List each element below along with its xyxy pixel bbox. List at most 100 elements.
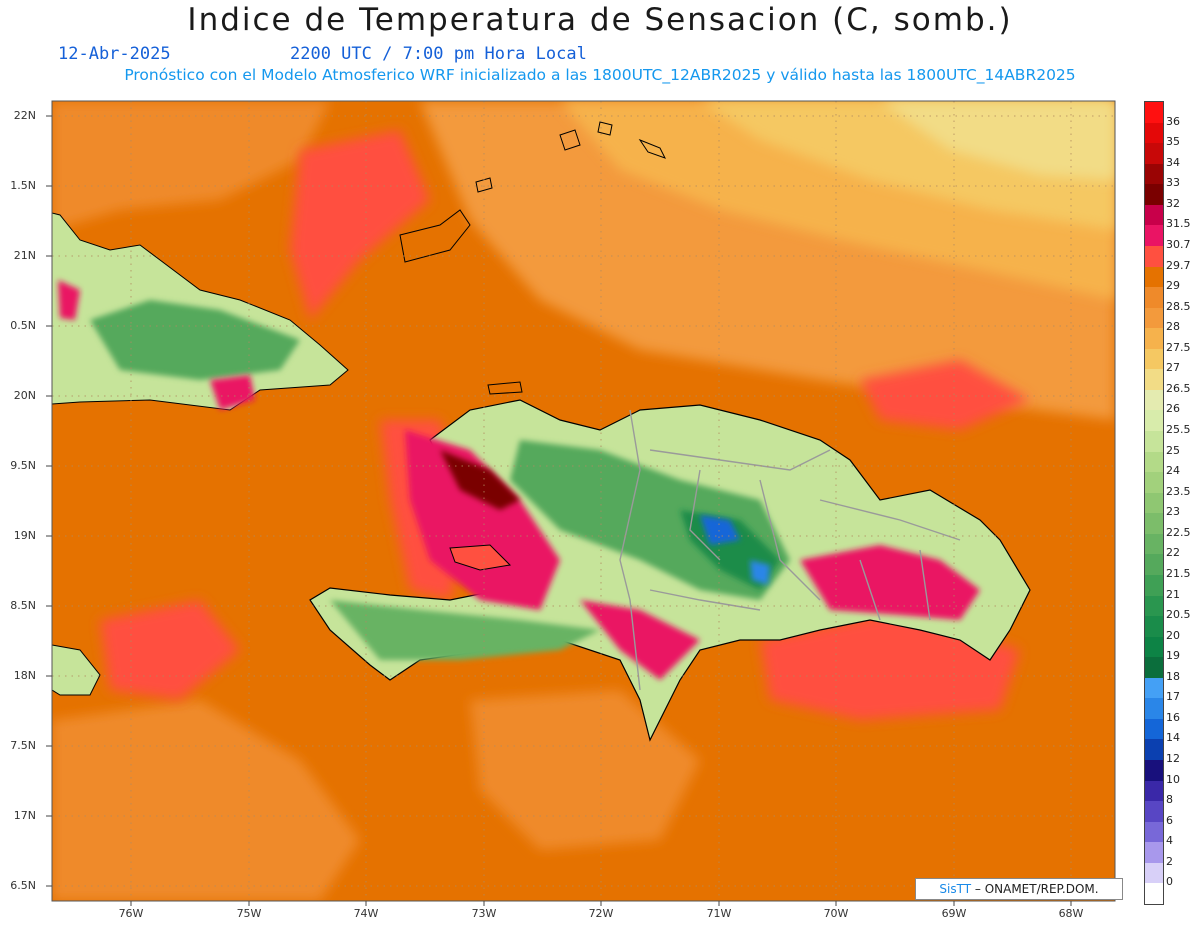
map-border xyxy=(51,100,1116,902)
legend-label: 12 xyxy=(1166,752,1180,766)
legend-swatch xyxy=(1145,431,1163,453)
forecast-date: 12-Abr-2025 xyxy=(58,44,171,64)
hispaniola-hot-s xyxy=(580,600,700,680)
legend-label: 30.7 xyxy=(1166,237,1191,251)
legend-swatch xyxy=(1145,821,1163,843)
legend-swatch xyxy=(1145,369,1163,391)
lon-label: 75W xyxy=(236,907,262,920)
legend-label: 20.5 xyxy=(1166,608,1191,622)
legend-swatch xyxy=(1145,410,1163,432)
legend-swatch xyxy=(1145,122,1163,144)
legend-label: 27 xyxy=(1166,361,1180,375)
legend-label: 23.5 xyxy=(1166,484,1191,498)
legend-label: 25.5 xyxy=(1166,423,1191,437)
lat-label: 18N xyxy=(13,669,36,682)
cool-water-nw xyxy=(52,101,330,230)
legend-label: 14 xyxy=(1166,731,1180,745)
lon-label: 69W xyxy=(941,907,967,920)
legend-label: 29.7 xyxy=(1166,258,1191,272)
warm-plume-5 xyxy=(860,360,1030,430)
map-field xyxy=(52,101,1115,901)
legend-swatch xyxy=(1145,842,1163,864)
legend-label: 36 xyxy=(1166,114,1180,128)
lon-label: 70W xyxy=(823,907,849,920)
legend-swatch xyxy=(1145,163,1163,185)
legend-swatch xyxy=(1145,595,1163,617)
legend-swatch xyxy=(1145,287,1163,309)
warm-plume-1 xyxy=(290,130,430,320)
lat-label: 0.5N xyxy=(10,319,36,332)
hispaniola-blue-2 xyxy=(750,560,770,585)
lon-label: 72W xyxy=(588,907,614,920)
haiti-peninsula-green xyxy=(330,600,600,660)
legend-swatch xyxy=(1145,348,1163,370)
model-info: Pronóstico con el Modelo Atmosferico WRF… xyxy=(124,66,1076,84)
forecast-time: 2200 UTC / 7:00 pm Hora Local xyxy=(290,44,587,64)
legend-label: 35 xyxy=(1166,135,1180,149)
province-borders xyxy=(619,409,961,691)
legend-swatch xyxy=(1145,184,1163,206)
lat-label: 22N xyxy=(13,109,36,122)
cool-water-s2 xyxy=(470,690,700,850)
legend-label: 27.5 xyxy=(1166,340,1191,354)
bahamas-1 xyxy=(399,209,471,263)
page-title: Indice de Temperatura de Sensacion (C, s… xyxy=(187,2,1013,38)
legend-swatch xyxy=(1145,760,1163,782)
legend-label: 20 xyxy=(1166,628,1180,642)
legend-swatch xyxy=(1145,102,1163,124)
legend-swatch xyxy=(1145,739,1163,761)
legend-label: 22 xyxy=(1166,546,1180,560)
legend-swatch xyxy=(1145,718,1163,740)
lon-label: 76W xyxy=(118,907,144,920)
legend-swatch xyxy=(1145,307,1163,329)
bahamas-2 xyxy=(597,121,613,136)
hispaniola-hot-e xyxy=(800,545,980,620)
legend-label: 2 xyxy=(1166,854,1173,868)
lon-label: 68W xyxy=(1058,907,1084,920)
legend-swatch xyxy=(1145,225,1163,247)
legend-label: 22.5 xyxy=(1166,525,1191,539)
legend-label: 6 xyxy=(1166,813,1173,827)
legend-swatch xyxy=(1145,636,1163,658)
legend-swatch xyxy=(1145,472,1163,494)
legend-label: 26.5 xyxy=(1166,381,1191,395)
legend-swatch xyxy=(1145,513,1163,535)
gonave-island xyxy=(449,544,512,571)
legend-label: 28.5 xyxy=(1166,299,1191,313)
lon-label: 71W xyxy=(706,907,732,920)
lat-label: 7.5N xyxy=(10,739,36,752)
credit-box: SisTT – ONAMET/REP.DOM. xyxy=(915,878,1123,900)
legend-swatch-blank xyxy=(1145,883,1163,904)
cool-water-ne-4 xyxy=(880,101,1115,180)
cuba-green xyxy=(90,300,300,380)
lat-label: 20N xyxy=(13,389,36,402)
legend-swatch xyxy=(1145,328,1163,350)
legend-label: 17 xyxy=(1166,690,1180,704)
legend-label: 16 xyxy=(1166,710,1180,724)
bahamas-5 xyxy=(638,138,667,159)
legend-swatch xyxy=(1145,266,1163,288)
legend-label: 21.5 xyxy=(1166,566,1191,580)
legend-label: 28 xyxy=(1166,320,1180,334)
legend-label: 10 xyxy=(1166,772,1180,786)
bahamas-3 xyxy=(475,177,493,193)
cuba-hot xyxy=(210,375,255,410)
legend-label: 26 xyxy=(1166,402,1180,416)
legend-label: 21 xyxy=(1166,587,1180,601)
legend-swatch xyxy=(1145,801,1163,823)
legend-swatch xyxy=(1145,677,1163,699)
lat-label: 21N xyxy=(13,249,36,262)
legend-swatch xyxy=(1145,245,1163,267)
lon-label: 73W xyxy=(471,907,497,920)
legend-swatch xyxy=(1145,389,1163,411)
credit-brand: SisTT xyxy=(939,882,972,896)
hispaniola-hot-w xyxy=(405,430,560,610)
legend-label: 19 xyxy=(1166,649,1180,663)
legend-label: 33 xyxy=(1166,176,1180,190)
credit-text: – ONAMET/REP.DOM. xyxy=(974,882,1099,896)
jamaica-tip xyxy=(52,644,101,696)
lat-label: 19N xyxy=(13,529,36,542)
legend-swatch xyxy=(1145,451,1163,473)
lat-label: 17N xyxy=(13,809,36,822)
